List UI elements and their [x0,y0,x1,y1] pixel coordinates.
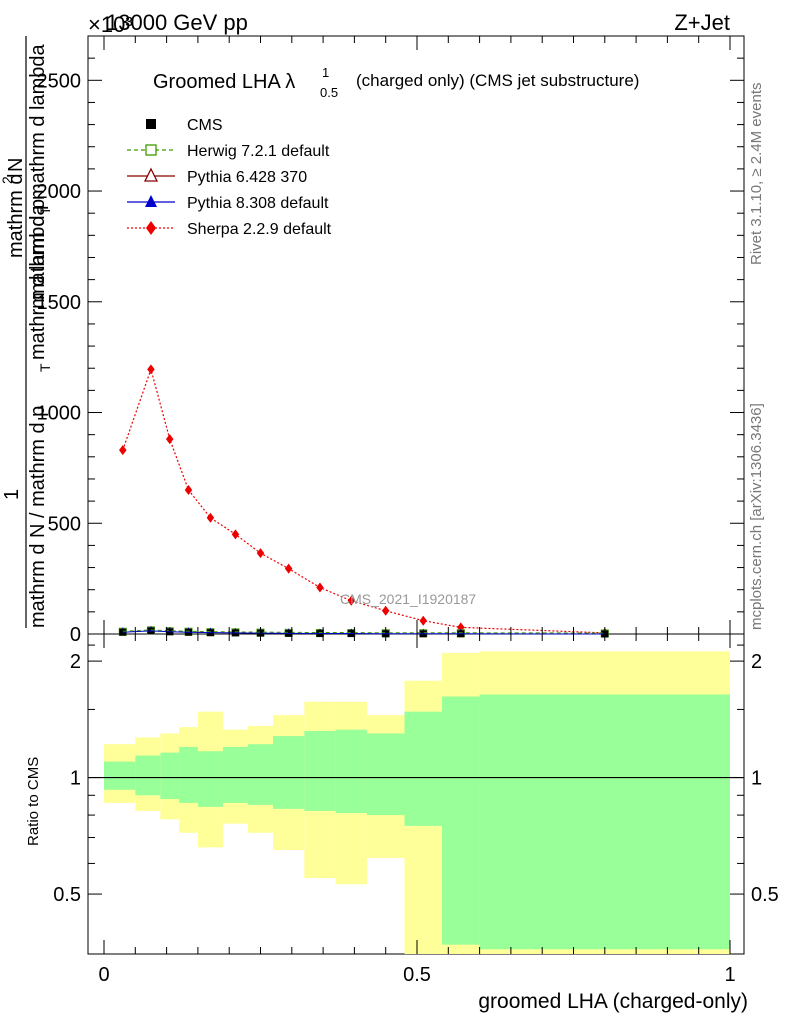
legend-markers [127,119,175,235]
main-ytick-label: 500 [48,513,81,535]
ratio-xtick-label: 0.5 [403,964,431,986]
sherpa-point [347,595,356,606]
legend: CMS Herwig 7.2.1 default Pythia 6.428 37… [127,117,332,238]
stat-uncertainty-band-bin [197,751,223,807]
legend-marker-pythia8 [145,195,157,207]
ratio-xtick-label: 1 [724,964,735,986]
stat-uncertainty-band-bin [366,733,405,816]
ratio-bands [88,651,744,954]
chart-title-main: Groomed LHA λ [153,71,295,93]
main-ytick-label: 2000 [37,181,82,203]
ylabel-numerator: 1 [1,489,23,500]
header-left: 13000 GeV pp [106,10,248,35]
sherpa-point [231,529,240,540]
sherpa-point [419,615,428,626]
stat-uncertainty-band-bin [135,755,161,796]
ratio-ytick-label-right: 1 [751,768,762,790]
main-ylabel: 1 mathrm d N / mathrm d p T mathrm d lam… [0,36,53,628]
ylabel-top-sup: 2 [0,176,15,184]
stat-uncertainty-band-bin [104,761,136,790]
axes-ticks: 0 500 1000 1500 2000 2500 0 0.5 1 0.5 0.5 1 1 2 2 [37,35,779,986]
stat-uncertainty-band-bin [335,729,367,813]
legend-label-sherpa: Sherpa 2.2.9 default [187,221,332,238]
sherpa-point [119,445,127,456]
sherpa-point [381,605,390,616]
main-ytick-label: 2500 [37,70,82,92]
ylabel-bottom-part-text: mathrm d p [27,199,49,300]
stat-uncertainty-band-bin [179,746,198,803]
chart-title-sup: 1 [322,65,329,80]
ylabel-bottom-sub: T [37,206,53,215]
sherpa-point [256,548,265,559]
header-right: Z+Jet [674,10,730,35]
ratio-ytick-label-right: 2 [751,651,762,673]
ylabel-outer-denominator-text: mathrm d N / mathrm d p [27,406,49,628]
main-ytick-label: 1000 [37,403,82,425]
main-ytick-label: 0 [70,624,81,646]
legend-marker-sherpa [146,221,156,235]
stat-uncertainty-band-bin [222,746,248,803]
sherpa-line [122,367,605,634]
header-exponent: ×10³ [88,12,133,37]
stat-uncertainty-band-bin [442,696,480,945]
stat-uncertainty-band-bin [160,752,180,800]
stat-uncertainty-band-bin [247,744,274,805]
legend-marker-pythia6 [143,167,159,182]
stat-uncertainty-band-bin [479,694,730,950]
chart-title-suffix: (charged only) (CMS jet substructure) [356,71,639,90]
chart-title-sub: 0.5 [320,85,338,100]
ylabel-top-part-text: mathrm d [5,174,27,258]
ratio-ytick-label: 0.5 [53,884,81,906]
sherpa-point [147,364,155,375]
analysis-watermark: CMS_2021_I1920187 [340,591,476,607]
legend-marker-cms [146,119,156,129]
sherpa-point [316,582,324,593]
sherpa-point [184,485,193,496]
ylabel-top-rest: N [5,158,27,172]
ylabel-top-part: mathrm d [5,174,27,258]
legend-label-pythia8: Pythia 8.308 default [187,195,329,212]
ratio-ylabel: Ratio to CMS [25,757,42,846]
ylabel-outer-denominator: mathrm d N / mathrm d p [27,406,49,628]
stat-uncertainty-band-bin [304,730,336,811]
stat-uncertainty-band-bin [273,736,305,809]
ratio-xtick-label: 0 [98,964,109,986]
sherpa-point [284,563,293,574]
ratio-ytick-label: 2 [70,651,81,673]
rivet-label: Rivet 3.1.10, ≥ 2.4M events [748,83,765,266]
chart-title: Groomed LHA λ [153,71,295,93]
ratio-ytick-label: 1 [70,768,81,790]
stat-uncertainty-band-bin [404,711,443,826]
legend-label-pythia6: Pythia 6.428 370 [187,169,307,186]
legend-marker-herwig [145,144,157,156]
xlabel: groomed LHA (charged-only) [478,990,748,1013]
ylabel-bottom-part: mathrm d p [27,199,49,300]
main-ytick-label: 1500 [37,292,82,314]
ylabel-bottom-rest: mathrm d lambda [27,44,49,200]
ylabel-outer-denominator-sub: T [37,363,53,372]
ratio-ytick-label-right: 0.5 [751,884,779,906]
ylabel-outer-denominator-rest: mathrm d lambda [27,204,49,360]
legend-label-cms: CMS [187,117,223,134]
sherpa-point [165,434,174,445]
sherpa-point [206,512,215,523]
mcplots-label: mcplots.cern.ch [arXiv:1306.3436] [748,403,765,630]
legend-label-herwig: Herwig 7.2.1 default [187,143,330,160]
